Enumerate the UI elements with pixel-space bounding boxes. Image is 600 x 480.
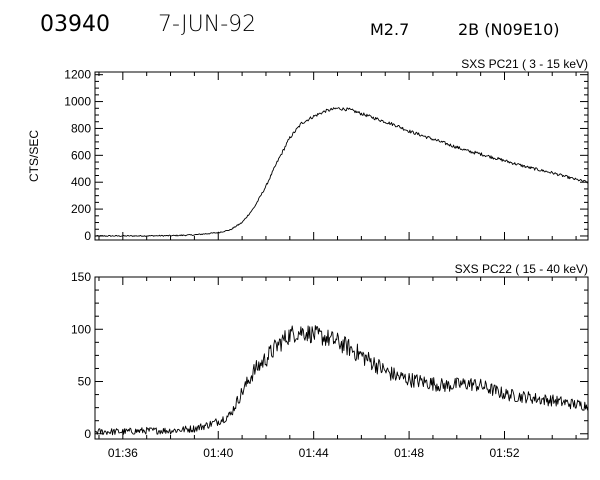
plot-frame-1 — [94, 71, 589, 241]
plot-title-2: SXS PC22 ( 15 - 40 keV) — [455, 262, 588, 276]
xtick-label: 01:36 — [108, 446, 138, 460]
ytick-label: 0 — [84, 427, 91, 441]
ytick-label: 0 — [84, 229, 91, 243]
ytick-label: 600 — [71, 148, 91, 162]
ytick-label: 150 — [71, 270, 91, 284]
y-axis-label: CTS/SEC — [27, 130, 41, 182]
xtick-label: 01:40 — [203, 446, 233, 460]
ytick-label: 400 — [71, 175, 91, 189]
ytick-label: 100 — [71, 322, 91, 336]
xtick-label: 01:48 — [394, 446, 424, 460]
xtick-label: 01:52 — [489, 446, 519, 460]
event-number: 03940 — [40, 12, 110, 37]
optical-class: 2B (N09E10) — [458, 20, 560, 39]
plot-frame-2 — [94, 276, 589, 440]
ytick-label: 50 — [78, 375, 92, 389]
xtick-label: 01:44 — [299, 446, 329, 460]
plot-title-1: SXS PC21 ( 3 - 15 keV) — [461, 57, 588, 71]
series-line-1-1 — [94, 107, 589, 237]
ytick-label: 1200 — [64, 68, 91, 82]
ytick-label: 1000 — [64, 95, 91, 109]
series-line-2-1 — [94, 325, 589, 436]
ytick-label: 200 — [71, 202, 91, 216]
ytick-label: 800 — [71, 121, 91, 135]
flare-class: M2.7 — [370, 20, 410, 39]
event-date: 7-JUN-92 — [158, 12, 257, 37]
